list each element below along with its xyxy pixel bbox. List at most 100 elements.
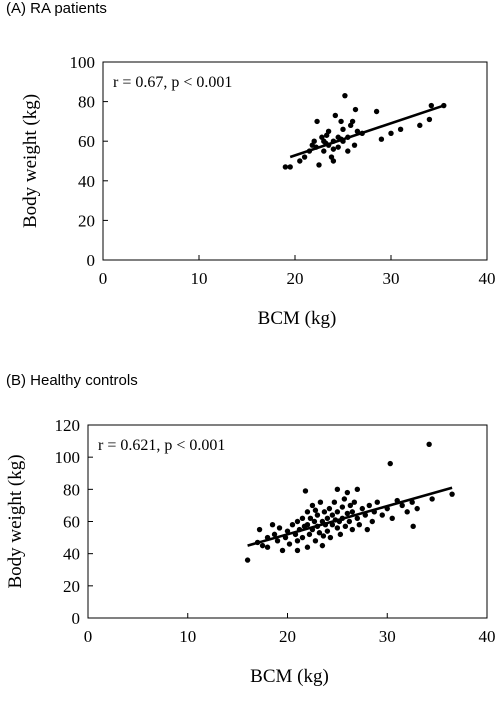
data-point xyxy=(449,491,455,497)
data-point xyxy=(330,158,337,164)
data-point xyxy=(321,148,327,154)
data-point xyxy=(319,542,326,549)
data-point xyxy=(331,499,338,505)
y-tick-label: 100 xyxy=(55,448,81,467)
x-tick-label: 40 xyxy=(479,269,496,288)
data-point xyxy=(388,130,394,136)
x-tick-label: 20 xyxy=(279,627,296,646)
data-point xyxy=(397,126,404,133)
correlation-annotation: r = 0.67, p < 0.001 xyxy=(113,74,232,91)
data-point xyxy=(373,108,380,115)
data-point xyxy=(374,499,380,505)
panel-label-a: (A) RA patients xyxy=(6,0,107,17)
x-tick-label: 10 xyxy=(179,627,196,646)
data-point xyxy=(332,112,339,119)
trend-line xyxy=(247,486,453,547)
data-point xyxy=(351,499,358,505)
data-point xyxy=(317,499,324,505)
y-tick-label: 20 xyxy=(63,577,80,596)
data-point xyxy=(379,512,385,518)
x-axis-title: BCM (kg) xyxy=(250,666,329,687)
data-point xyxy=(329,512,336,518)
data-point xyxy=(410,523,416,530)
data-point xyxy=(354,515,361,521)
data-point xyxy=(359,505,366,512)
data-point xyxy=(429,496,435,502)
data-point xyxy=(344,510,351,517)
data-point xyxy=(307,515,314,521)
data-point xyxy=(346,518,353,525)
data-point xyxy=(256,526,263,533)
data-point xyxy=(279,547,286,554)
data-point xyxy=(345,148,351,154)
data-point xyxy=(294,518,301,525)
data-point xyxy=(409,499,415,505)
data-point xyxy=(320,533,327,539)
data-point xyxy=(297,158,303,164)
data-point xyxy=(344,489,351,496)
data-point xyxy=(324,515,331,521)
y-tick-label: 80 xyxy=(78,93,95,112)
data-point xyxy=(349,526,356,533)
data-point xyxy=(316,162,322,168)
data-point xyxy=(289,522,296,528)
data-point xyxy=(316,530,323,536)
data-point xyxy=(286,541,293,547)
data-point xyxy=(274,538,281,544)
x-tick-label: 20 xyxy=(287,269,304,288)
data-point xyxy=(282,164,289,170)
data-point xyxy=(314,512,321,518)
correlation-annotation: r = 0.621, p < 0.001 xyxy=(98,437,225,454)
data-point xyxy=(299,534,306,541)
data-point xyxy=(414,505,420,512)
y-tick-label: 40 xyxy=(78,172,95,191)
scatter-chart-ra-patients: 0 20 40 60 80 100 0 10 20 30 40 BCM (kg) Body weight… xyxy=(20,53,496,329)
data-point xyxy=(326,505,333,512)
panel-label-b: (B) Healthy controls xyxy=(6,372,138,389)
data-point xyxy=(327,534,334,541)
data-point xyxy=(276,525,283,531)
y-tick-label: 100 xyxy=(70,53,96,72)
data-point xyxy=(301,154,308,160)
data-point xyxy=(324,528,331,534)
x-tick-label: 30 xyxy=(379,627,396,646)
trend-line xyxy=(289,104,445,159)
data-point xyxy=(426,441,432,447)
data-point xyxy=(340,126,346,133)
data-point xyxy=(299,515,306,521)
data-point xyxy=(309,502,316,509)
data-point xyxy=(399,502,405,509)
data-point xyxy=(342,523,349,530)
x-tick-label: 0 xyxy=(84,627,93,646)
x-tick-label: 40 xyxy=(479,627,496,646)
data-point xyxy=(311,138,317,144)
x-tick-label: 10 xyxy=(191,269,208,288)
data-point xyxy=(314,118,320,125)
data-point xyxy=(325,128,332,134)
data-point xyxy=(334,525,341,531)
data-point xyxy=(334,509,341,515)
data-point xyxy=(404,509,410,515)
data-point xyxy=(364,526,370,533)
y-axis-title: Body weight (kg) xyxy=(5,454,26,588)
y-tick-label: 60 xyxy=(63,513,80,532)
data-point xyxy=(306,531,313,538)
y-tick-label: 20 xyxy=(78,211,95,230)
data-point xyxy=(294,538,301,544)
data-point xyxy=(259,542,266,549)
data-point xyxy=(244,557,251,563)
y-tick-label: 80 xyxy=(63,480,80,499)
data-point xyxy=(347,502,354,509)
y-tick-label: 120 xyxy=(55,416,81,435)
data-point xyxy=(335,144,341,150)
data-point xyxy=(341,496,348,502)
y-tick-label: 0 xyxy=(87,251,96,270)
data-point xyxy=(352,106,359,113)
data-point xyxy=(269,522,276,528)
data-point xyxy=(329,522,336,528)
data-point xyxy=(334,486,341,493)
data-point xyxy=(351,142,358,148)
data-point xyxy=(339,504,346,510)
data-point xyxy=(321,509,328,515)
data-point xyxy=(417,122,423,129)
